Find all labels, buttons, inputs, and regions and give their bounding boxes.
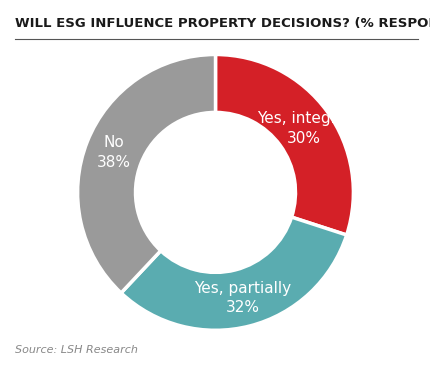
Text: Yes, integral
30%: Yes, integral 30% <box>256 111 350 146</box>
Wedge shape <box>77 54 215 293</box>
Wedge shape <box>121 217 346 330</box>
Text: Yes, partially
32%: Yes, partially 32% <box>194 280 291 315</box>
Text: No
38%: No 38% <box>97 135 131 170</box>
Text: WILL ESG INFLUENCE PROPERTY DECISIONS? (% RESPONDENTS): WILL ESG INFLUENCE PROPERTY DECISIONS? (… <box>15 17 430 30</box>
Wedge shape <box>215 54 353 235</box>
Text: Source: LSH Research: Source: LSH Research <box>15 345 138 355</box>
